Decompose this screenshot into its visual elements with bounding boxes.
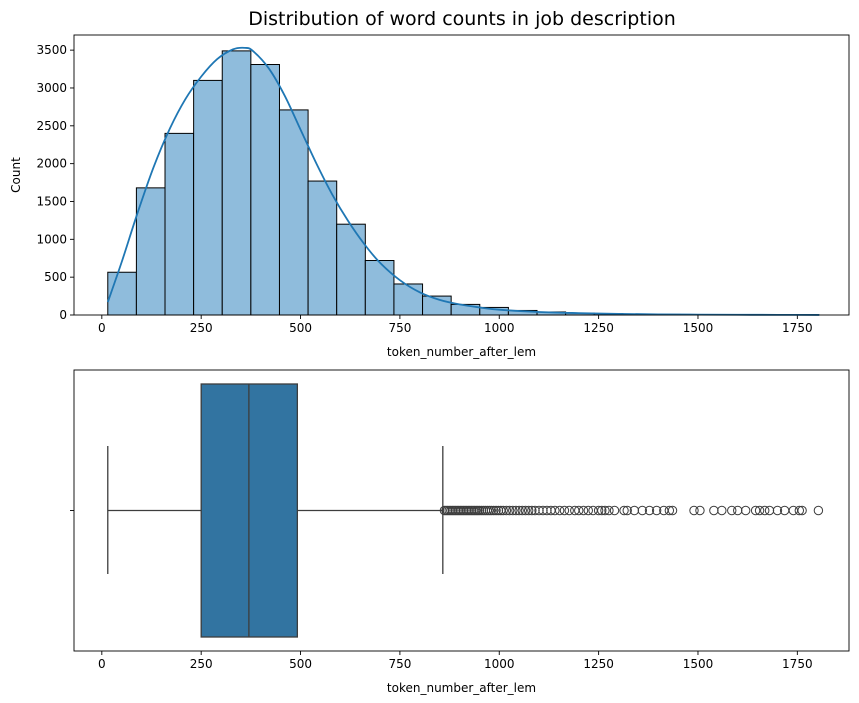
x-tick-label: 750 — [388, 321, 411, 335]
outlier-point — [733, 505, 743, 516]
outlier-point — [520, 505, 531, 516]
outlier-point — [597, 505, 607, 516]
outlier-point — [709, 505, 719, 516]
outlier-point — [794, 505, 805, 516]
y-tick-label: 500 — [44, 270, 67, 284]
outlier-point — [498, 505, 508, 516]
y-tick-label: 0 — [59, 308, 67, 322]
boxplot-x-axis-label: token_number_after_lem — [387, 681, 536, 695]
x-tick-label: 1000 — [484, 657, 515, 671]
x-tick-label: 1750 — [782, 321, 813, 335]
outlier-point — [772, 505, 783, 516]
outlier-point — [740, 505, 751, 516]
y-tick-label: 3000 — [36, 81, 67, 95]
outlier-point — [511, 505, 521, 516]
x-tick-label: 1250 — [583, 657, 614, 671]
x-tick-label: 1250 — [583, 321, 614, 335]
histogram-bar — [221, 50, 252, 316]
outlier-point — [750, 505, 761, 516]
outlier-point — [554, 505, 565, 516]
outlier-point — [574, 505, 584, 516]
outlier-point — [501, 505, 512, 516]
boxplot-x-ticks: 0 250 500 750 1000 1250 1500 1750 — [98, 651, 813, 671]
histogram-bar — [278, 109, 309, 316]
outlier-point — [486, 505, 497, 516]
x-tick-label: 1500 — [683, 321, 714, 335]
outlier-point — [813, 505, 824, 516]
outlier-points — [439, 505, 824, 516]
histogram-y-ticks: 0 500 1000 1500 2000 2500 3000 3500 — [36, 43, 74, 322]
boxplot-frame — [73, 369, 850, 652]
x-tick-label: 0 — [98, 321, 106, 335]
y-tick-label: 3500 — [36, 43, 67, 57]
histogram-bar — [364, 260, 395, 316]
outlier-point — [550, 505, 560, 516]
x-tick-label: 500 — [289, 321, 312, 335]
outlier-point — [651, 505, 662, 516]
outlier-point — [689, 505, 699, 516]
histogram-bars — [107, 50, 820, 316]
histogram-bar — [193, 79, 223, 316]
outlier-point — [604, 505, 614, 516]
outlier-point — [764, 505, 775, 516]
histogram-bar — [107, 271, 137, 316]
outlier-point — [760, 505, 770, 516]
x-tick-label: 1000 — [484, 321, 515, 335]
chart-title: Distribution of word counts in job descr… — [248, 8, 676, 30]
outlier-point — [504, 505, 515, 516]
outlier-point — [488, 505, 499, 516]
outlier-point — [664, 505, 675, 516]
outlier-point — [559, 505, 570, 516]
y-tick-label: 2000 — [36, 157, 67, 171]
outlier-point — [644, 505, 655, 516]
outlier-point — [667, 505, 678, 516]
y-tick-label: 1000 — [36, 232, 67, 246]
histogram-bar — [393, 283, 424, 316]
histogram-panel: Distribution of word counts in job descr… — [9, 8, 850, 359]
outlier-point — [695, 505, 705, 516]
x-tick-label: 250 — [190, 657, 213, 671]
histogram-y-axis-label: Count — [9, 157, 23, 193]
x-tick-label: 1500 — [683, 657, 714, 671]
histogram-x-axis-label: token_number_after_lem — [387, 345, 536, 359]
outlier-point — [583, 505, 593, 516]
histogram-bar — [250, 64, 280, 316]
histogram-bar — [307, 180, 338, 316]
outlier-point — [578, 505, 589, 516]
y-tick-label: 2500 — [36, 119, 67, 133]
outlier-point — [727, 505, 737, 516]
x-tick-label: 250 — [190, 321, 213, 335]
outlier-point — [517, 505, 528, 516]
outlier-point — [797, 505, 807, 516]
outlier-point — [523, 505, 534, 516]
histogram-bar — [336, 223, 366, 316]
kde-curve — [106, 46, 820, 316]
outlier-point — [593, 505, 604, 516]
outlier-point — [754, 505, 765, 516]
outlier-point — [527, 505, 537, 516]
outlier-point — [717, 505, 727, 516]
outlier-point — [622, 505, 632, 516]
x-tick-label: 500 — [289, 657, 312, 671]
outlier-point — [514, 505, 524, 516]
histogram-x-ticks: 0 250 500 750 1000 1250 1500 1750 — [98, 315, 813, 335]
outlier-point — [491, 505, 501, 516]
histogram-bar — [135, 187, 166, 316]
histogram-frame — [73, 34, 850, 316]
x-tick-label: 1750 — [782, 657, 813, 671]
outlier-point — [564, 505, 574, 516]
outlier-point — [619, 505, 629, 516]
boxplot-panel: 0 250 500 750 1000 1250 1500 1750 token_number_… — [70, 369, 850, 695]
x-tick-label: 750 — [388, 657, 411, 671]
outlier-point — [609, 505, 620, 516]
y-tick-label: 1500 — [36, 194, 67, 208]
x-tick-label: 0 — [98, 657, 106, 671]
outlier-point — [508, 505, 518, 516]
histogram-bar — [164, 132, 195, 316]
outlier-point — [637, 505, 648, 516]
outlier-point — [600, 505, 610, 516]
